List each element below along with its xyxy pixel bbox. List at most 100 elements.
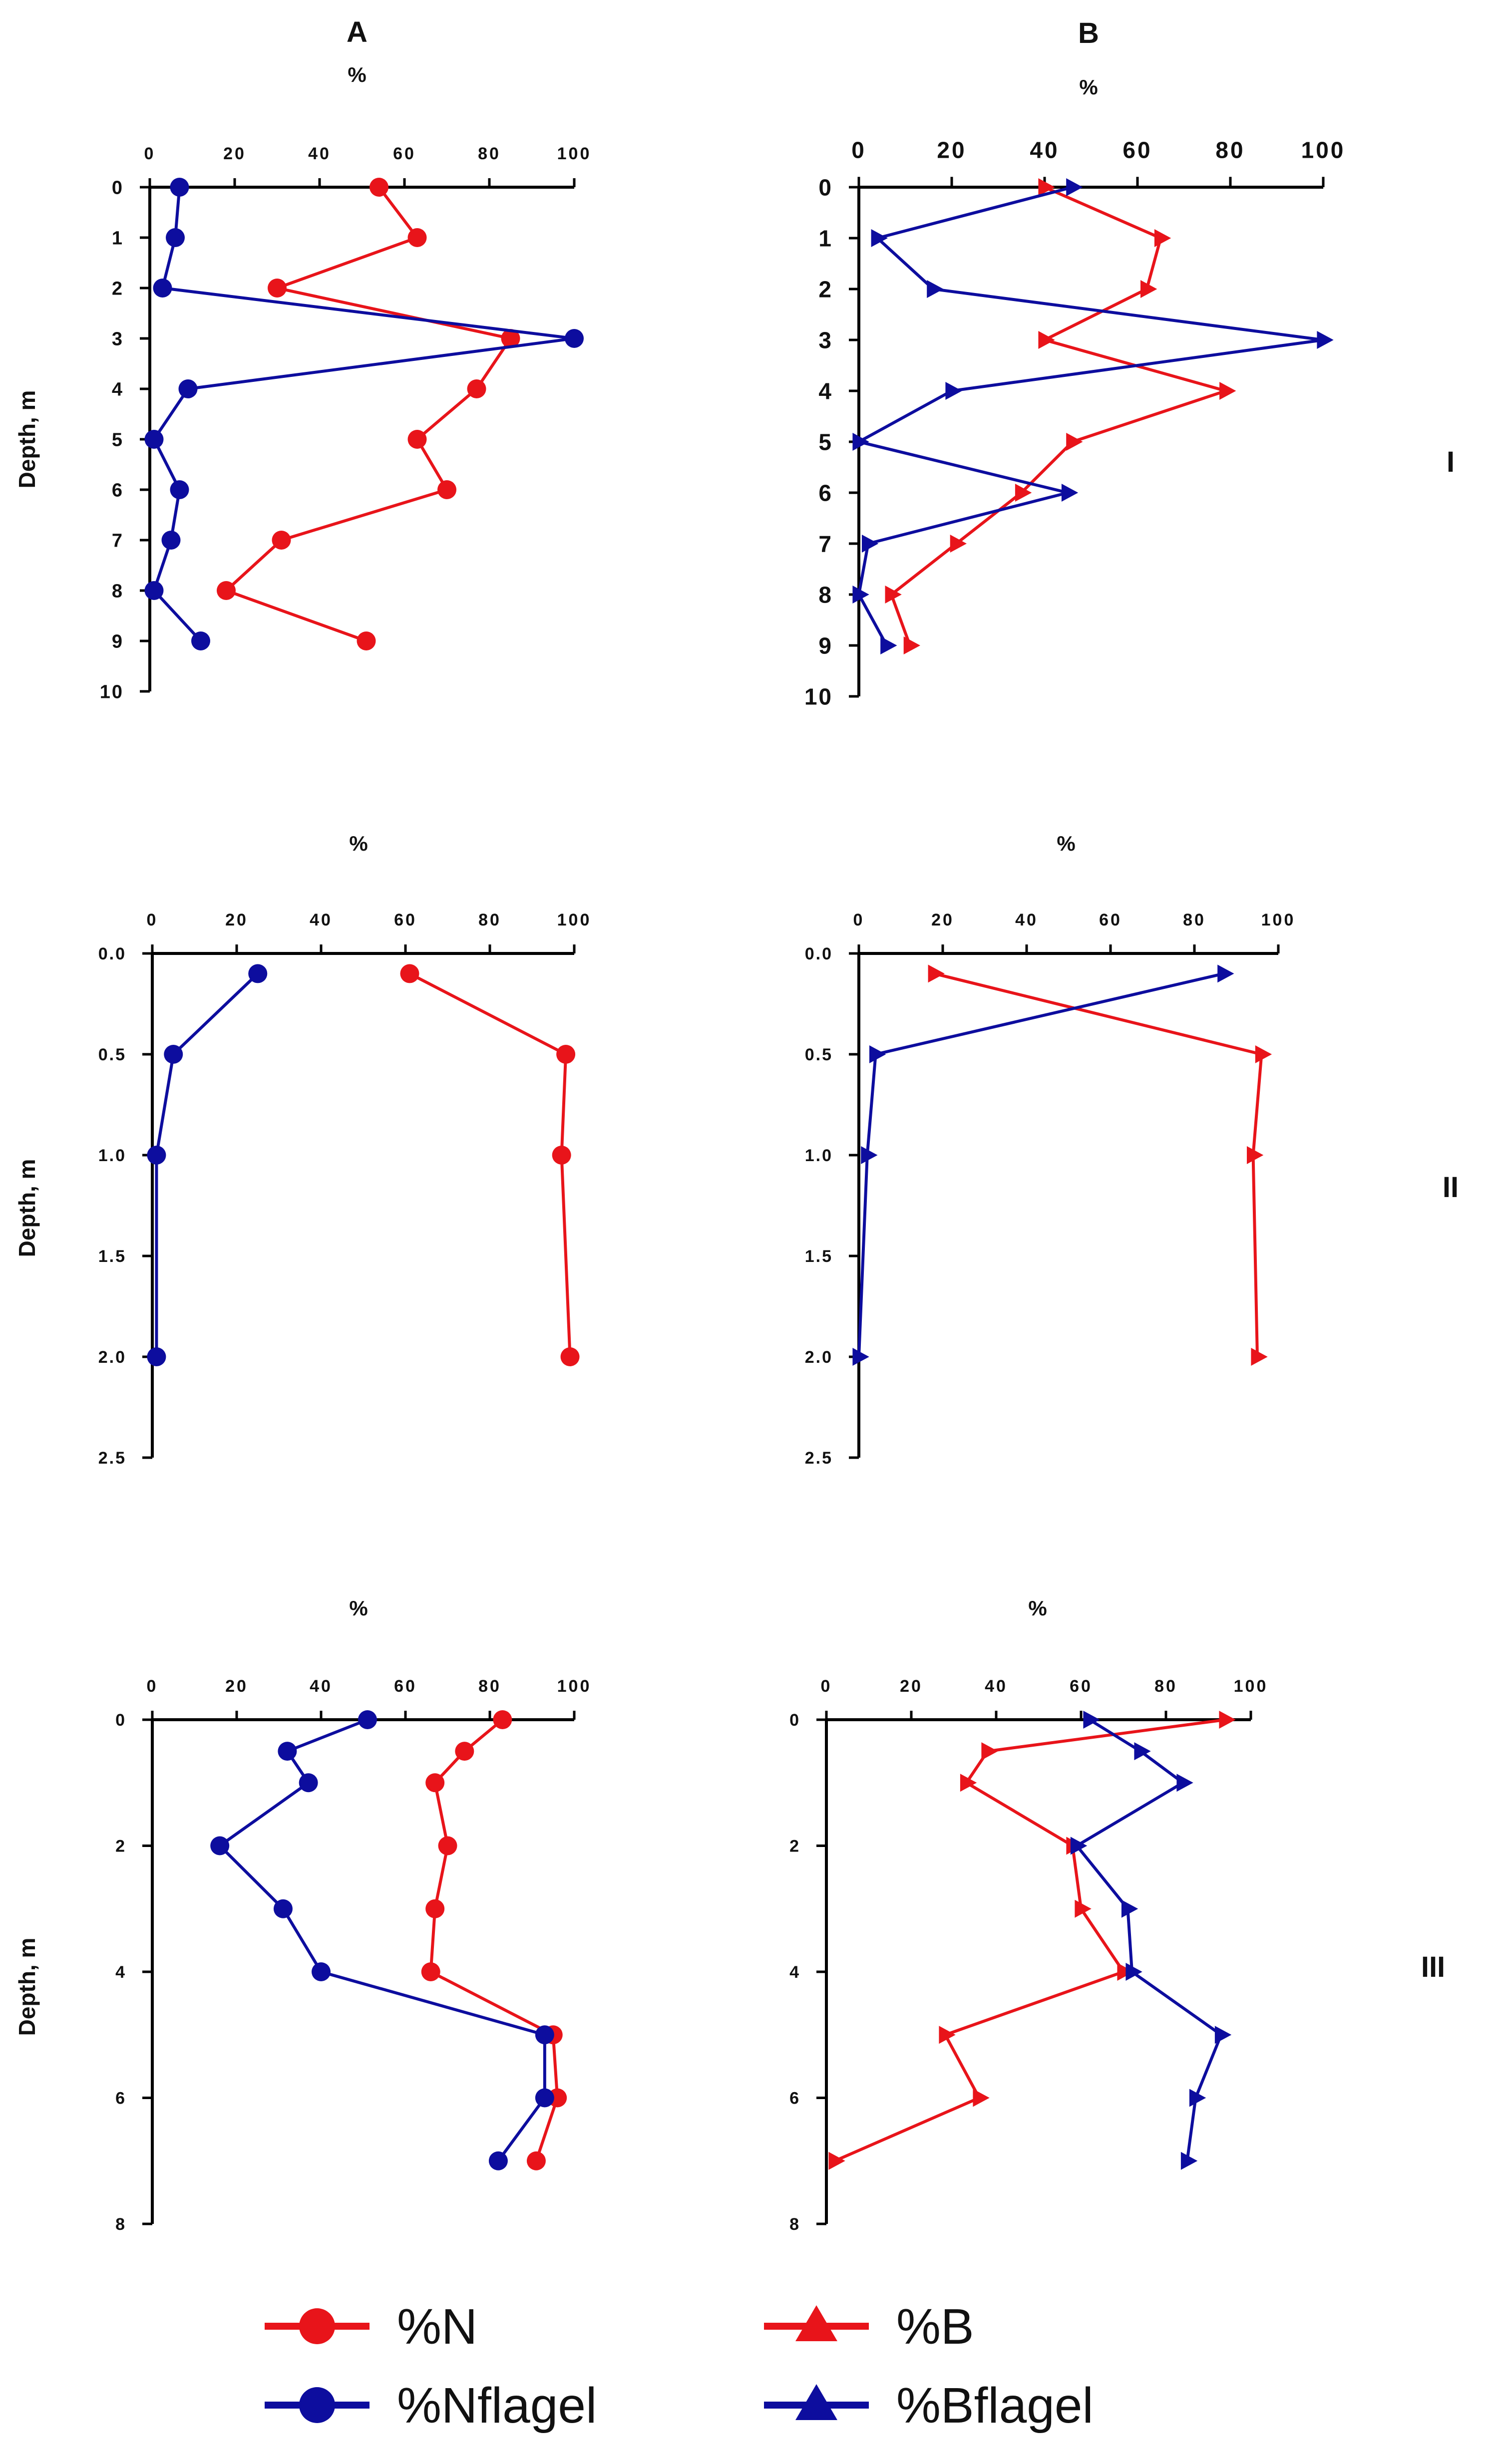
x-axis-label: % bbox=[1028, 1596, 1047, 1620]
point-bflagel bbox=[1180, 2152, 1198, 2170]
point-b bbox=[960, 1774, 977, 1792]
point-bflagel bbox=[862, 535, 879, 553]
chart-iii-a: 0 20 40 60 80 100 0 2 4 6 8% Depth, m bbox=[14, 1596, 592, 2234]
point-bflagel bbox=[1317, 331, 1334, 349]
legend-item-n: %N bbox=[265, 2299, 477, 2355]
point-nflagel bbox=[278, 1742, 297, 1761]
point-n bbox=[425, 1899, 445, 1918]
y-tick-label: 1 bbox=[818, 226, 833, 252]
point-bflagel bbox=[1083, 1711, 1100, 1729]
x-tick-label: 100 bbox=[557, 144, 592, 163]
x-axis-label: % bbox=[1079, 75, 1098, 99]
point-bflagel bbox=[1214, 2026, 1232, 2044]
point-n bbox=[272, 531, 291, 550]
point-b bbox=[1038, 331, 1055, 349]
legend-marker-n bbox=[299, 2308, 335, 2344]
x-tick-label: 40 bbox=[310, 911, 333, 929]
point-n bbox=[400, 964, 419, 983]
point-n bbox=[552, 1146, 571, 1165]
chart-ii-a: 0 20 40 60 80 100 0.0 0.5 1.0 1.5 2.0 2.5% Depth, m bbox=[14, 832, 589, 1468]
y-tick-label: 8 bbox=[115, 2215, 126, 2234]
point-b bbox=[1140, 280, 1157, 298]
point-n bbox=[556, 1045, 576, 1064]
x-axis-label: % bbox=[1057, 832, 1075, 855]
legend-label-n: %N bbox=[397, 2299, 477, 2355]
x-tick-label: 20 bbox=[937, 137, 966, 163]
point-n bbox=[370, 178, 388, 197]
y-axis-label: Depth, m bbox=[14, 1938, 40, 2036]
x-tick-label: 100 bbox=[557, 1677, 592, 1696]
point-bflagel bbox=[1189, 2089, 1206, 2107]
y-axis-label: Depth, m bbox=[14, 390, 40, 489]
point-b bbox=[950, 535, 967, 553]
series-line-bflagel bbox=[854, 186, 1324, 646]
point-nflagel bbox=[191, 631, 210, 650]
x-tick-label: 60 bbox=[394, 1677, 417, 1696]
point-nflagel bbox=[535, 2025, 554, 2045]
legend-item-nflagel: %Nflagel bbox=[265, 2378, 597, 2434]
y-tick-label: 0 bbox=[789, 1711, 800, 1730]
series-line-n bbox=[223, 186, 513, 642]
point-nflagel bbox=[147, 1347, 166, 1366]
y-tick-label: 4 bbox=[112, 379, 124, 400]
legend-marker-nflagel bbox=[299, 2387, 335, 2423]
point-b bbox=[1038, 178, 1055, 196]
y-tick-label: 10 bbox=[100, 682, 124, 703]
point-b bbox=[1015, 484, 1032, 502]
x-tick-label: 60 bbox=[1123, 137, 1152, 163]
series-line-nflagel bbox=[152, 187, 575, 642]
point-nflagel bbox=[210, 1836, 230, 1855]
x-tick-label: 80 bbox=[1183, 911, 1206, 929]
x-tick-label: 60 bbox=[393, 144, 416, 163]
point-b bbox=[828, 2152, 845, 2170]
point-bflagel bbox=[1066, 178, 1083, 196]
point-n bbox=[455, 1742, 474, 1761]
y-tick-label: 5 bbox=[112, 430, 124, 451]
y-tick-label: 8 bbox=[818, 582, 833, 608]
point-nflagel bbox=[488, 2151, 508, 2170]
x-tick-label: 80 bbox=[478, 911, 501, 929]
point-nflagel bbox=[147, 1146, 166, 1165]
point-bflagel bbox=[1070, 1837, 1088, 1855]
x-tick-label: 40 bbox=[308, 144, 331, 163]
point-bflagel bbox=[869, 1045, 886, 1063]
y-tick-label: 0 bbox=[818, 175, 833, 201]
point-nflagel bbox=[166, 228, 185, 247]
y-tick-label: 7 bbox=[818, 531, 833, 557]
point-nflagel bbox=[170, 178, 189, 197]
x-tick-label: 60 bbox=[1099, 911, 1122, 929]
x-tick-label: 40 bbox=[1030, 137, 1059, 163]
point-b bbox=[1255, 1045, 1272, 1063]
series-line-bflagel bbox=[857, 972, 1224, 1357]
point-nflagel bbox=[358, 1710, 377, 1729]
x-tick-label: 20 bbox=[225, 911, 248, 929]
x-tick-label: 100 bbox=[1234, 1677, 1268, 1696]
x-tick-label: 20 bbox=[900, 1677, 923, 1696]
point-nflagel bbox=[164, 1045, 183, 1064]
point-b bbox=[981, 1742, 998, 1761]
chart-iii-b: 0 20 40 60 80 100 0 2 4 6 8% bbox=[789, 1596, 1268, 2234]
point-b bbox=[1117, 1963, 1134, 1981]
y-tick-label: 5 bbox=[818, 429, 833, 455]
point-b bbox=[1066, 433, 1083, 451]
point-b bbox=[1219, 382, 1236, 400]
y-tick-label: 8 bbox=[112, 581, 124, 602]
point-bflagel bbox=[852, 433, 869, 451]
legend-label-b: %B bbox=[896, 2299, 974, 2355]
y-tick-label: 2.5 bbox=[98, 1449, 126, 1468]
point-b bbox=[928, 964, 945, 983]
y-tick-label: 9 bbox=[818, 633, 833, 659]
point-b bbox=[1219, 1711, 1236, 1729]
y-tick-label: 6 bbox=[115, 2089, 126, 2108]
point-bflagel bbox=[880, 636, 897, 654]
legend-label-bflagel: %Bflagel bbox=[896, 2378, 1094, 2434]
point-n bbox=[357, 631, 376, 650]
point-b bbox=[903, 636, 920, 654]
x-tick-label: 40 bbox=[310, 1677, 333, 1696]
x-tick-label: 80 bbox=[478, 1677, 501, 1696]
x-tick-label: 20 bbox=[223, 144, 246, 163]
point-bflagel bbox=[927, 280, 944, 298]
x-tick-label: 60 bbox=[394, 911, 417, 929]
point-bflagel bbox=[1125, 1963, 1142, 1981]
